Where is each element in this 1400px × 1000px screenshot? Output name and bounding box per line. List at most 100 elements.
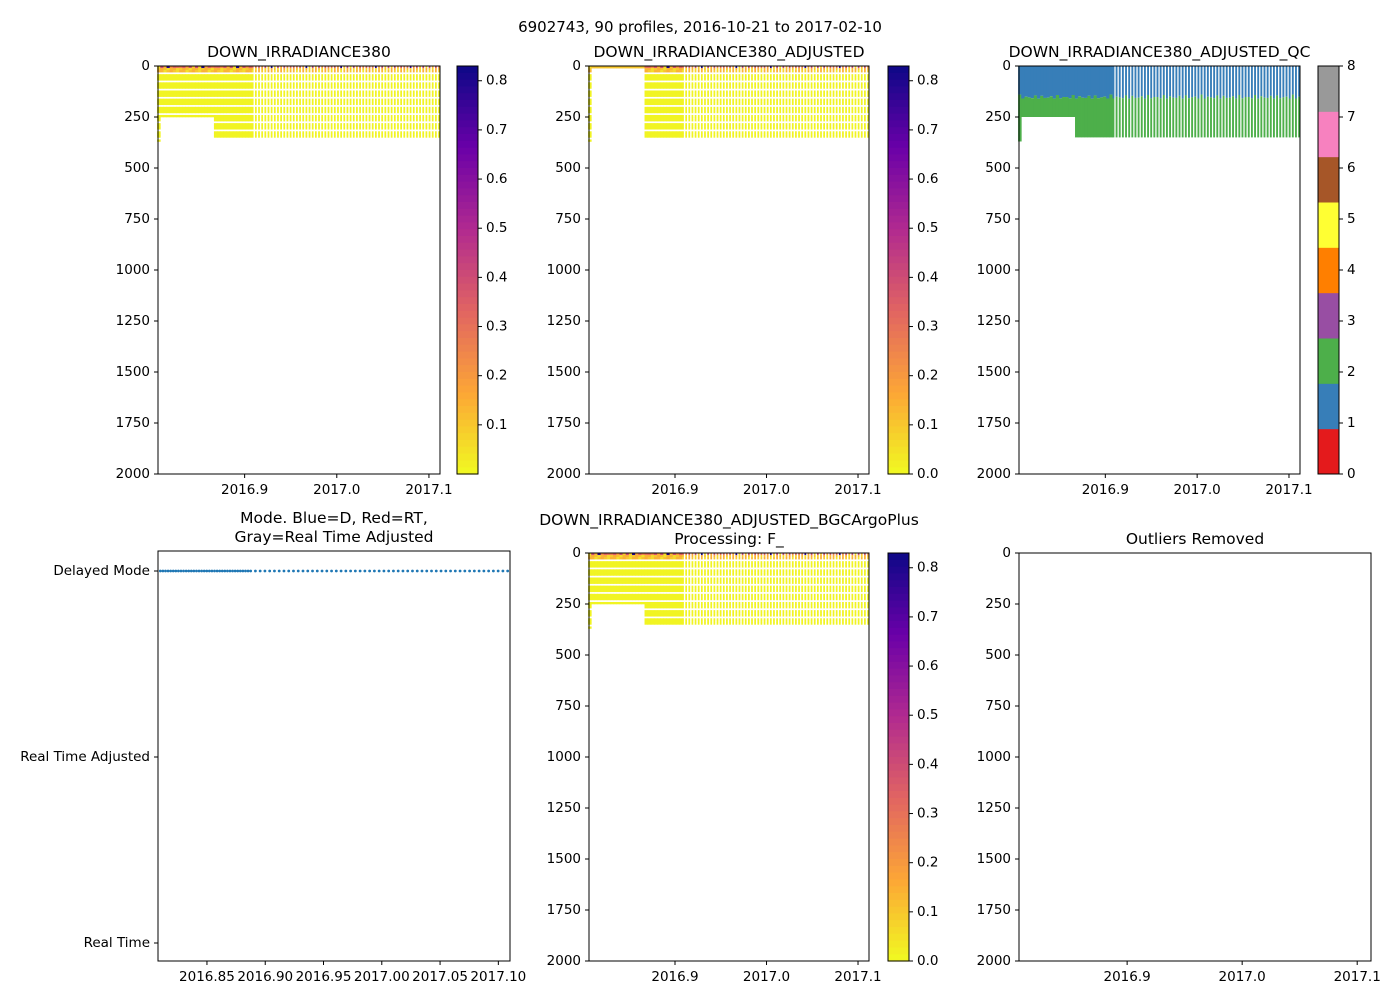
p1-cell <box>245 135 250 138</box>
p1-cell <box>346 82 349 85</box>
p1-cell <box>157 106 161 110</box>
p1-cell <box>223 70 227 73</box>
p1-cell <box>403 92 406 95</box>
p2-cell <box>798 86 800 89</box>
p1-colorbar-step <box>457 331 478 339</box>
p1-cell <box>330 78 333 81</box>
p2-cell <box>776 117 778 120</box>
p1-cell <box>314 78 317 81</box>
p5-cell <box>597 577 602 580</box>
p1-cell <box>172 70 177 73</box>
p2-cell <box>864 119 866 122</box>
p2-cell <box>682 84 684 87</box>
p2-cell <box>816 117 819 120</box>
p5-cell <box>591 601 595 605</box>
p2-cell <box>823 119 825 122</box>
p1-cell <box>254 98 257 101</box>
p1-cell <box>359 127 361 130</box>
p2-cell <box>835 106 838 110</box>
p1-cell <box>242 76 246 79</box>
p2-cell <box>748 125 750 128</box>
p2-cell <box>854 94 857 97</box>
p2-cell <box>860 76 863 79</box>
p3-qc-flag2 <box>1062 97 1066 117</box>
p1-cell <box>330 114 333 118</box>
p1-cell <box>431 90 434 93</box>
p1-colorbar-step <box>457 290 478 298</box>
p1-cell <box>277 68 279 71</box>
p1-cell <box>397 100 399 104</box>
p4-point <box>363 569 367 573</box>
p2-cell <box>704 127 706 130</box>
p2-cell <box>697 94 700 97</box>
p1-colorbar-step <box>457 120 478 128</box>
p2-cell <box>826 114 829 118</box>
p1-cell <box>346 123 349 126</box>
p2-cell <box>657 119 661 122</box>
p1-cell <box>438 119 440 122</box>
p2-cell <box>653 84 658 87</box>
p2-cell <box>732 84 735 87</box>
p1-cell <box>267 78 270 81</box>
p2-cell <box>735 68 738 71</box>
p1-cell <box>356 86 358 89</box>
p2-cell <box>738 100 741 104</box>
p1-cell <box>327 119 330 122</box>
p2-cell <box>751 127 753 130</box>
p1-cell <box>236 68 240 71</box>
p2-cell <box>776 78 778 81</box>
charts-container: 0.10.20.30.40.50.60.70.80250500750100012… <box>20 43 1381 985</box>
p1-cell <box>239 106 243 110</box>
p1-cell <box>226 127 231 130</box>
p1-cell <box>210 100 215 104</box>
p2-cell <box>823 76 825 79</box>
p1-cell <box>213 119 218 122</box>
p1-cell <box>264 76 267 79</box>
p2-cell <box>757 66 760 69</box>
p2-cell <box>810 90 813 93</box>
p1-cell <box>169 86 174 89</box>
p4-point <box>268 569 272 573</box>
p2-cell <box>795 133 797 136</box>
p2-cell <box>732 78 735 81</box>
p1-cell <box>229 74 234 77</box>
p1-cell <box>384 74 387 77</box>
p2-cell <box>707 133 709 136</box>
p1-cell <box>324 114 327 118</box>
p2-cell <box>729 94 731 97</box>
p1-cell <box>425 66 428 69</box>
p1-cell <box>280 127 282 130</box>
p5-cell <box>603 557 608 560</box>
p2-cell <box>820 133 822 136</box>
p2-cell <box>816 125 819 128</box>
p2-cell <box>666 108 671 112</box>
p2-cell <box>860 70 863 73</box>
p1-cell <box>318 74 320 77</box>
p1-cell <box>359 68 361 71</box>
p2-cell <box>751 110 753 114</box>
p1-cell <box>194 66 199 69</box>
p1-cell <box>172 110 177 114</box>
p1-cell <box>337 131 339 134</box>
p1-cell <box>340 84 342 87</box>
p2-cell <box>760 117 763 120</box>
p1-cell <box>172 108 177 112</box>
p1-cell <box>419 90 421 93</box>
p1-cell <box>346 102 349 106</box>
p1-cell <box>245 66 250 69</box>
p1-cell <box>267 70 270 73</box>
p1-cell <box>157 117 161 120</box>
p1-cell <box>371 125 374 128</box>
p1-cell <box>314 110 317 114</box>
p5-cell <box>588 612 592 615</box>
p1-cell <box>194 84 199 87</box>
p2-cell <box>707 76 709 79</box>
p2-cell <box>867 70 869 73</box>
p1-cell <box>267 100 270 104</box>
p2-cell <box>845 78 847 81</box>
p1-cell <box>412 84 415 87</box>
p1-cell <box>261 84 264 87</box>
p1-cell <box>324 66 327 69</box>
p2-colorbar-step <box>888 100 909 108</box>
p2-cell <box>691 86 694 89</box>
